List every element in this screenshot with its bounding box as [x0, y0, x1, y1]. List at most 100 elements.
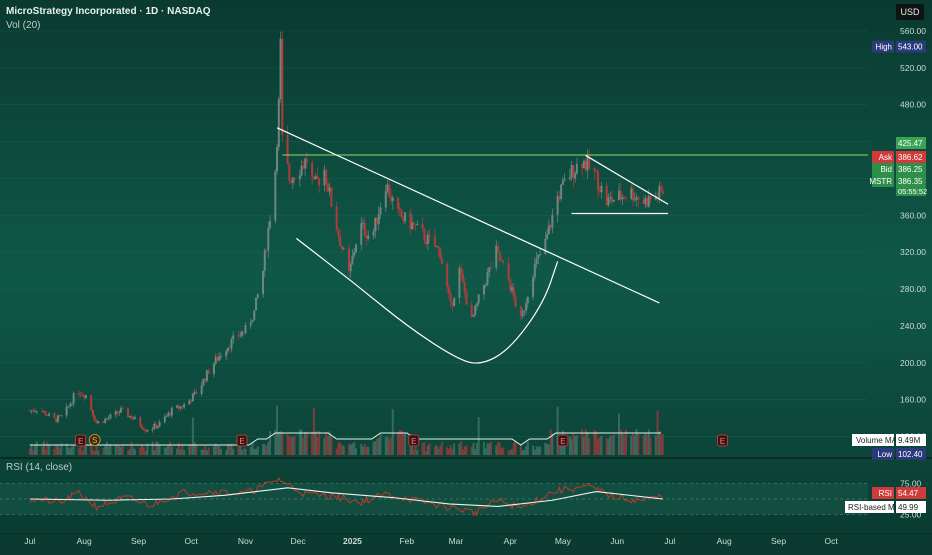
volume-bar [391, 409, 394, 455]
candle-body [35, 411, 38, 412]
volume-bar [600, 435, 603, 455]
rsi-indicator-label[interactable]: RSI (14, close) [6, 462, 73, 473]
candle-body [463, 281, 466, 292]
volume-bar [605, 438, 608, 455]
volume-bar [477, 417, 480, 455]
volume-ma-value-bg [896, 434, 926, 446]
ask-tag: Ask 386.62 [872, 151, 926, 163]
volume-bar [325, 432, 328, 455]
volume-bar [97, 450, 100, 455]
volume-bar [46, 441, 49, 455]
volume-bar [549, 429, 552, 455]
volume-indicator-label[interactable]: Vol (20) [6, 20, 41, 31]
volume-bar [298, 429, 301, 455]
candle-body [612, 199, 615, 202]
chart-title: MicroStrategy Incorporated · 1D · NASDAQ [6, 6, 211, 17]
volume-bar [595, 431, 598, 455]
volume-bar [265, 445, 268, 455]
low-tag-label-bg [872, 447, 894, 460]
drawing-overlay [276, 127, 868, 364]
volume-bar [205, 450, 208, 455]
resistance-tag: 425.47 [896, 137, 926, 149]
volume-bar [141, 445, 144, 455]
candle-body [551, 214, 554, 228]
volume-bar [347, 444, 350, 455]
candle-body [330, 187, 333, 207]
volume-bar [179, 449, 182, 455]
volume-bar [474, 448, 477, 455]
candle-body [337, 230, 340, 237]
volume-bar [155, 441, 158, 455]
candle-body [495, 245, 498, 268]
volume-bar [497, 442, 500, 455]
rsi-tag: RSI 54.47 [872, 487, 926, 499]
candle-body [205, 370, 208, 382]
volume-bar [402, 433, 405, 455]
candle-body [262, 270, 265, 295]
candle-body [141, 425, 144, 429]
candle-body [654, 196, 657, 200]
candle-body [426, 234, 429, 244]
candle-body [32, 410, 35, 412]
rsi-ma-value-bg [896, 501, 926, 513]
candle-body [219, 356, 222, 358]
candle-body [512, 287, 515, 297]
candle-body [363, 222, 366, 236]
grid-lines [0, 30, 932, 535]
candle-body [265, 250, 268, 252]
candle-body [570, 165, 573, 178]
volume-bar [226, 443, 229, 455]
candle-body [276, 147, 279, 172]
volume-bar [617, 413, 620, 455]
volume-bar [230, 443, 233, 455]
volume-bar [521, 450, 524, 455]
volume-bar [90, 443, 93, 455]
volume-bar [277, 431, 280, 455]
candle-body [127, 408, 130, 417]
candle-body [316, 175, 319, 179]
volume-bar [404, 433, 407, 455]
candle-body [632, 188, 635, 201]
candle-body [581, 163, 584, 169]
candle-body [605, 185, 608, 205]
time-tick-label: Aug [77, 536, 92, 546]
volume-bar [65, 443, 68, 455]
volume-bar [263, 444, 266, 455]
candle-body [621, 197, 624, 200]
volume-bar [612, 434, 615, 455]
candle-body [556, 196, 559, 215]
volume-bar [267, 442, 270, 455]
candle-body [269, 220, 272, 228]
candle-body [539, 254, 542, 255]
volume-bar [351, 443, 354, 455]
candle-body [482, 284, 485, 295]
candle-body [644, 197, 647, 204]
candle-body [56, 415, 59, 422]
volume-bar [574, 436, 577, 455]
currency-button[interactable]: USD [896, 4, 924, 20]
candle-body [228, 347, 231, 349]
volume-bar [560, 438, 563, 455]
candle-body [44, 411, 47, 416]
candle-body [595, 170, 598, 172]
candle-body [568, 177, 571, 179]
volume-bar [488, 443, 491, 455]
volume-bar [596, 438, 599, 455]
candle-body [475, 303, 478, 306]
volume-bar [546, 443, 549, 455]
volume-bar [269, 431, 272, 455]
volume-bar [48, 444, 51, 455]
candle-body [416, 223, 419, 225]
volume-bar [216, 444, 219, 455]
volume-bar [293, 435, 296, 455]
candle-body [372, 231, 375, 236]
volume-bar [507, 449, 510, 455]
volume-bar [163, 447, 166, 455]
candle-body [390, 196, 393, 201]
price-tick-label: 200.00 [900, 358, 926, 368]
volume-bar [384, 436, 387, 455]
candle-body [342, 248, 345, 250]
volume-bar [660, 434, 663, 455]
volume-bar [314, 431, 317, 455]
